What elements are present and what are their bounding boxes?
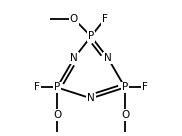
- Text: O: O: [121, 110, 129, 120]
- Text: F: F: [102, 14, 108, 24]
- Text: N: N: [104, 53, 112, 63]
- Text: P: P: [54, 82, 60, 92]
- Text: F: F: [142, 82, 148, 92]
- Text: O: O: [70, 14, 78, 24]
- Text: N: N: [87, 93, 95, 103]
- Text: P: P: [122, 82, 128, 92]
- Text: P: P: [88, 31, 94, 41]
- Text: O: O: [53, 110, 61, 120]
- Text: N: N: [70, 53, 78, 63]
- Text: F: F: [34, 82, 40, 92]
